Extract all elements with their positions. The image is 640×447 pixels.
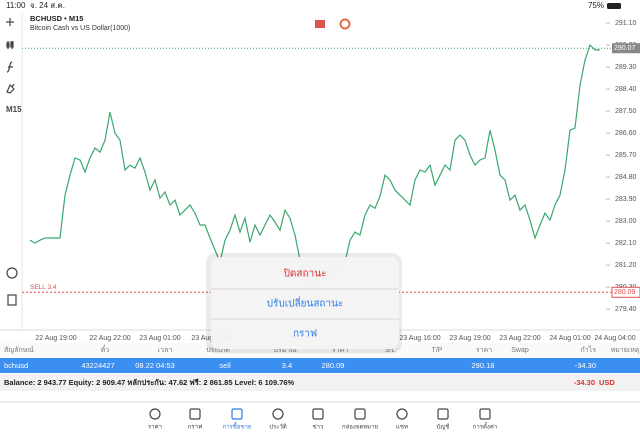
x-tick-label: 24 Aug 01:00 <box>549 335 590 342</box>
tab-label[interactable]: ประวัติ <box>269 424 287 431</box>
x-tick-label: 23 Aug 16:00 <box>399 335 440 342</box>
y-tick-label: 284.80 <box>615 174 637 181</box>
tab-icon[interactable] <box>231 408 243 420</box>
row-cell: 3.4 <box>282 361 292 370</box>
column-header: S/L <box>385 347 396 354</box>
flag-icon[interactable] <box>315 20 325 28</box>
row-cell: -34.30 <box>575 361 596 370</box>
menu-item[interactable]: ปรับเปลี่ยนสถานะ <box>267 296 344 310</box>
tab-label[interactable]: ข่าว <box>313 424 324 431</box>
y-tick-label: 283.90 <box>615 196 637 203</box>
column-header: ตั๋ว <box>101 345 110 354</box>
chart-type-icon[interactable] <box>6 41 14 49</box>
timeframe-label: M15 <box>6 105 22 114</box>
tab-label[interactable]: การซื้อขาย <box>223 421 252 431</box>
x-tick-label: 24 Aug 04:00 <box>594 335 635 342</box>
row-cell: 290.18 <box>472 361 495 370</box>
tab-icon[interactable] <box>272 408 284 420</box>
y-tick-label: 279.40 <box>615 306 637 313</box>
tab-icon[interactable] <box>354 408 366 420</box>
battery-icon <box>607 3 621 9</box>
row-cell: bchusd <box>4 361 28 370</box>
table-header-bg <box>0 343 640 357</box>
tab-label[interactable]: การตั้งค่า <box>473 421 497 431</box>
order-price-label: 280.09 <box>614 289 636 296</box>
tab-icon[interactable] <box>189 408 201 420</box>
tab-icon[interactable] <box>312 408 324 420</box>
x-tick-label: 23 Aug 22:00 <box>499 335 540 342</box>
tab-icon[interactable] <box>149 408 161 420</box>
status-time: 11:00 <box>6 1 26 10</box>
balance-bg <box>0 374 640 391</box>
currency: USD <box>599 378 615 387</box>
column-header: ราคา <box>476 347 492 354</box>
tab-label[interactable]: แชท <box>396 424 408 431</box>
y-tick-label: 291.10 <box>615 20 637 27</box>
row-cell: 08.22 04:53 <box>135 361 175 370</box>
tab-icon[interactable] <box>396 408 408 420</box>
bid-label: 290.07 <box>614 45 636 52</box>
x-tick-label: 23 Aug 01:00 <box>139 335 180 342</box>
column-header: กำไร <box>581 345 597 354</box>
column-header: หมายเหตุ <box>611 347 640 354</box>
chart-description: Bitcoin Cash vs US Dollar(1000) <box>30 25 130 32</box>
y-tick-label: 282.10 <box>615 240 637 247</box>
tab-icon[interactable] <box>479 408 491 420</box>
status-battery: 75% <box>588 1 604 10</box>
header-icons <box>315 18 351 30</box>
tab-label[interactable]: ราคา <box>148 424 162 431</box>
column-header: ปริมาณ <box>273 346 297 354</box>
x-tick-label: 22 Aug 22:00 <box>89 335 130 342</box>
row-cell: 43224427 <box>81 361 114 370</box>
y-tick-label: 286.60 <box>615 130 637 137</box>
tab-label[interactable]: กราฟ <box>188 424 202 431</box>
order-price-box <box>611 286 640 298</box>
tab-label[interactable]: กล่องจดหมาย <box>342 424 378 431</box>
balance-text: Balance: 2 943.77 Equity: 2 909.47 หลักป… <box>4 378 295 387</box>
order-label: SELL 3.4 <box>30 284 57 291</box>
column-header: ราคา <box>332 347 348 354</box>
column-header: T/P <box>432 347 443 354</box>
position-row[interactable] <box>0 358 640 373</box>
column-header: ประเภท <box>206 347 230 354</box>
menu-popup <box>211 257 399 349</box>
chart-symbol: BCHUSD • M15 <box>30 14 83 23</box>
menu-item[interactable]: กราฟ <box>293 329 317 340</box>
x-tick-label: 23 Aug 19:00 <box>449 335 490 342</box>
tab-icon[interactable] <box>437 408 449 420</box>
menu-item[interactable]: ปิดสถานะ <box>283 269 326 280</box>
crosshair-icon[interactable] <box>6 18 14 26</box>
column-header: Swap <box>511 347 529 354</box>
column-header: สัญลักษณ์ <box>4 346 34 354</box>
y-tick-label: 288.40 <box>615 86 637 93</box>
y-tick-label: 285.70 <box>615 152 637 159</box>
y-tick-label: 283.00 <box>615 218 637 225</box>
status-date: จ. 24 ส.ค. <box>30 1 65 10</box>
y-tick-label: 287.50 <box>615 108 637 115</box>
row-cell: 280.09 <box>322 361 345 370</box>
left-toolbar <box>6 18 18 306</box>
y-tick-label: 289.30 <box>615 64 637 71</box>
row-cell: sell <box>219 361 231 370</box>
x-tick-label: 22 Aug 19:00 <box>35 335 76 342</box>
total-profit: -34.30 <box>574 378 595 387</box>
new-order-icon[interactable] <box>7 294 17 306</box>
bid-label-box <box>612 43 640 54</box>
tab-label[interactable]: บัญชี <box>437 423 450 431</box>
column-header: เวลา <box>158 347 173 354</box>
zoom-icon[interactable] <box>6 267 18 279</box>
indicator-icon[interactable] <box>6 61 13 73</box>
objects-icon[interactable] <box>6 83 15 94</box>
y-tick-label: 281.20 <box>615 262 637 269</box>
coin-icon[interactable] <box>339 18 351 30</box>
